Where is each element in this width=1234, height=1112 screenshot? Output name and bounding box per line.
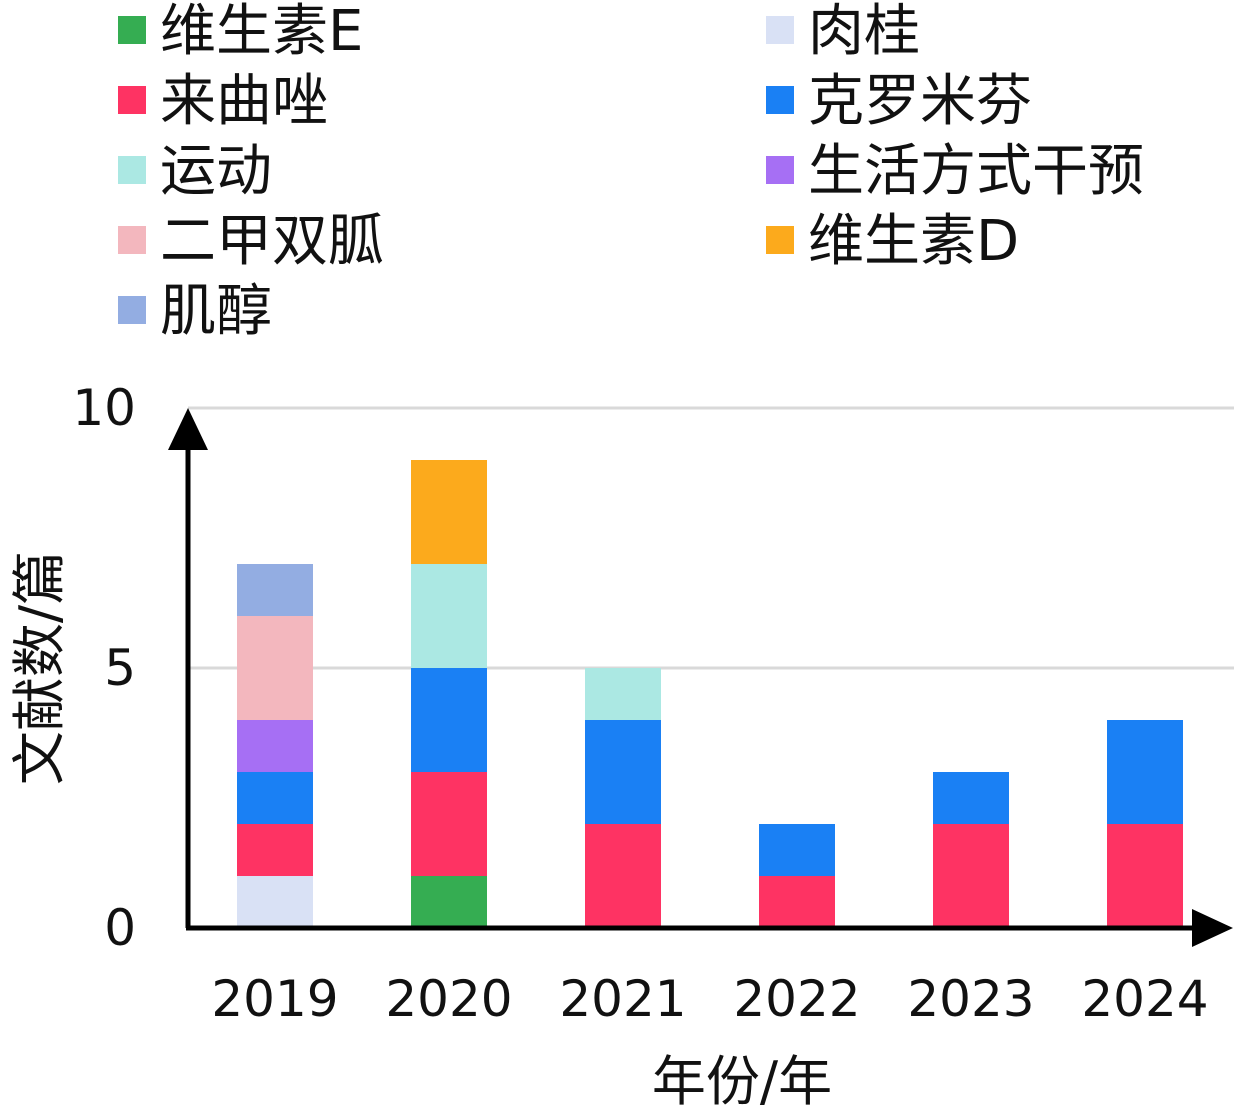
bar-segment bbox=[759, 876, 835, 928]
bar-segment bbox=[237, 720, 313, 772]
bar-segment bbox=[237, 564, 313, 616]
bar-segment bbox=[585, 824, 661, 928]
bar-segment bbox=[411, 564, 487, 668]
legend-swatch bbox=[118, 156, 146, 184]
legend-swatch bbox=[766, 156, 794, 184]
legend-swatch bbox=[766, 226, 794, 254]
legend-label: 维生素D bbox=[808, 209, 1019, 274]
legend-label: 肉桂 bbox=[808, 0, 920, 64]
legend-swatch bbox=[766, 16, 794, 44]
x-axis-arrow-icon bbox=[1192, 909, 1233, 947]
legend-swatch bbox=[118, 296, 146, 324]
x-axis-title: 年份/年 bbox=[652, 1050, 832, 1112]
bar-segment bbox=[411, 668, 487, 772]
bar-segment bbox=[1107, 824, 1183, 928]
axes bbox=[168, 408, 1233, 947]
bar-segment bbox=[237, 876, 313, 928]
bar-segment bbox=[759, 824, 835, 876]
x-tick-labels: 2019 2020 2021 2022 2023 2024 bbox=[211, 970, 1208, 1028]
legend-label: 克罗米芬 bbox=[808, 69, 1032, 134]
x-tick-label: 2023 bbox=[907, 970, 1034, 1028]
x-tick-label: 2024 bbox=[1081, 970, 1208, 1028]
bar-segment bbox=[411, 460, 487, 564]
bar-segment bbox=[411, 876, 487, 928]
legend-item: 来曲唑 bbox=[118, 69, 328, 134]
legend-item: 生活方式干预 bbox=[766, 139, 1144, 204]
legend-item: 维生素D bbox=[766, 209, 1019, 274]
legend-label: 二甲双胍 bbox=[160, 209, 384, 274]
gridlines bbox=[188, 406, 1234, 670]
y-tick-label: 10 bbox=[72, 379, 136, 437]
x-tick-label: 2021 bbox=[559, 970, 686, 1028]
bar-segment bbox=[585, 720, 661, 824]
legend-label: 维生素E bbox=[160, 0, 363, 64]
legend-label: 运动 bbox=[160, 139, 272, 204]
legend-item: 肌醇 bbox=[118, 279, 272, 344]
bars bbox=[237, 460, 1183, 928]
y-axis-arrow-icon bbox=[168, 408, 208, 450]
bar-segment bbox=[237, 772, 313, 824]
legend-swatch bbox=[118, 226, 146, 254]
bar-segment bbox=[237, 824, 313, 876]
legend-item: 克罗米芬 bbox=[766, 69, 1032, 134]
legend-label: 来曲唑 bbox=[160, 69, 328, 134]
legend-item: 肉桂 bbox=[766, 0, 920, 64]
legend-swatch bbox=[118, 16, 146, 44]
bar-segment bbox=[933, 824, 1009, 928]
bar-segment bbox=[1107, 720, 1183, 824]
x-tick-label: 2019 bbox=[211, 970, 338, 1028]
y-axis-title: 文献数/篇 bbox=[8, 551, 71, 785]
legend-swatch bbox=[118, 86, 146, 114]
y-tick-label: 0 bbox=[104, 899, 136, 957]
legend-label: 肌醇 bbox=[160, 279, 272, 344]
legend-swatch bbox=[766, 86, 794, 114]
y-tick-labels: 0 5 10 bbox=[72, 379, 136, 957]
bar-segment bbox=[585, 668, 661, 720]
x-tick-label: 2022 bbox=[733, 970, 860, 1028]
bar-segment bbox=[933, 772, 1009, 824]
legend-label: 生活方式干预 bbox=[808, 139, 1144, 204]
x-tick-label: 2020 bbox=[385, 970, 512, 1028]
bar-segment bbox=[411, 772, 487, 876]
legend-item: 二甲双胍 bbox=[118, 209, 384, 274]
bar-segment bbox=[237, 616, 313, 720]
y-tick-label: 5 bbox=[104, 639, 136, 697]
legend-item: 维生素E bbox=[118, 0, 363, 64]
legend-item: 运动 bbox=[118, 139, 272, 204]
